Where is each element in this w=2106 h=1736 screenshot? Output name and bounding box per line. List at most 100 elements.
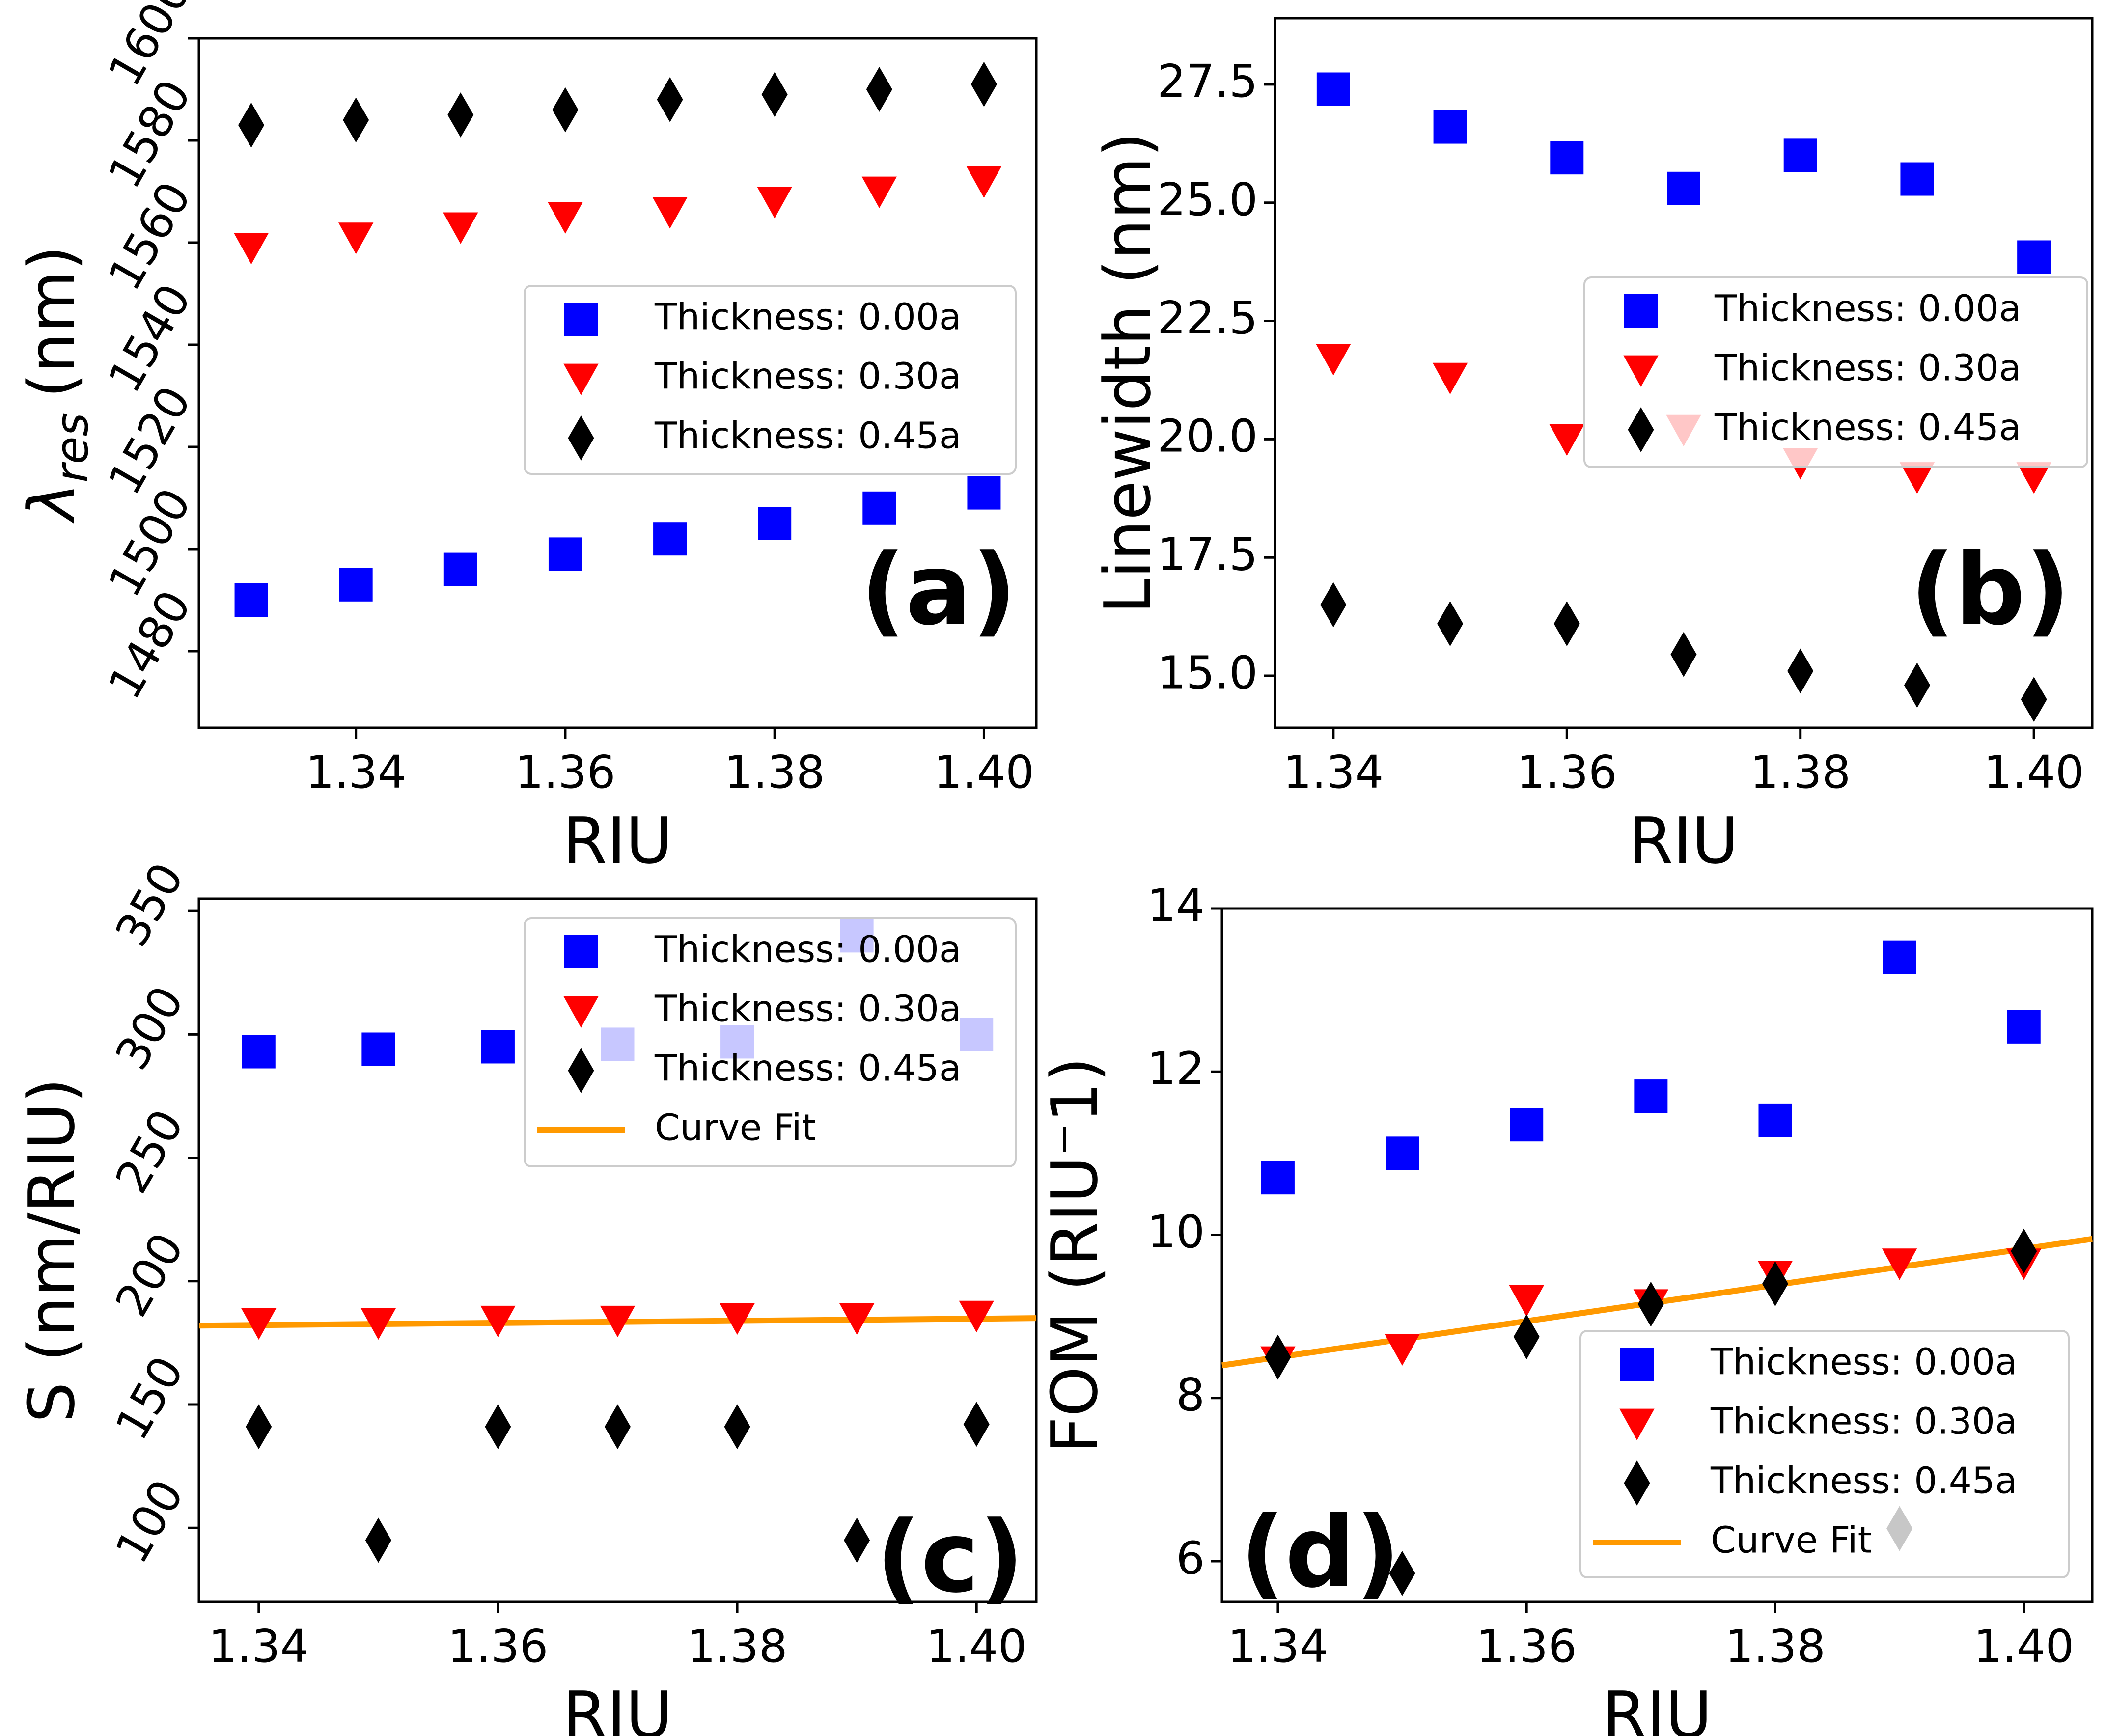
legend-label: Thickness: 0.00a — [654, 296, 961, 338]
data-point-s2 — [485, 1404, 511, 1450]
y-tick-label: 1480 — [98, 582, 201, 708]
data-point-s2 — [1437, 601, 1464, 646]
legend-swatch — [1624, 294, 1658, 328]
data-point-s0 — [1386, 1136, 1419, 1170]
legend-label: Thickness: 0.30a — [654, 356, 961, 398]
panel-label: (c) — [876, 1500, 1024, 1615]
legend-label: Thickness: 0.00a — [1714, 288, 2021, 330]
x-tick-label: 1.36 — [515, 746, 616, 799]
data-point-s0 — [1634, 1079, 1668, 1113]
panel-d: 1.34 1.36 1.38 1.40 6 8 10 12 14 RIU FOM (RIU⁻1) Th… — [1037, 879, 2094, 1736]
data-point-s1 — [959, 1300, 994, 1333]
data-point-s2 — [1637, 1281, 1664, 1327]
legend-box — [524, 917, 1017, 1167]
data-point-s0 — [1433, 110, 1467, 144]
data-point-s2 — [447, 92, 474, 138]
x-tick-label: 1.38 — [724, 746, 825, 799]
legend-swatch — [563, 363, 599, 395]
data-point-s1 — [233, 233, 269, 265]
data-point-s1 — [652, 197, 688, 229]
panel-a: 1.34 1.36 1.38 1.40 148015001520154015601580… — [14, 0, 1038, 878]
data-point-s0 — [653, 522, 687, 556]
x-axis-title: RIU — [563, 803, 673, 878]
data-point-s1 — [360, 1308, 396, 1340]
legend-label: Curve Fit — [1711, 1519, 1872, 1562]
legend-swatch — [1620, 1348, 1654, 1381]
legend-box — [1583, 276, 2088, 468]
data-point-s2 — [1670, 632, 1697, 677]
legend-label: Thickness: 0.00a — [1710, 1341, 2017, 1383]
data-point-s2 — [552, 87, 579, 133]
data-point-s2 — [246, 1404, 272, 1450]
legend-swatch — [564, 935, 598, 968]
data-point-s1 — [757, 187, 792, 219]
data-point-s0 — [2007, 1010, 2041, 1044]
data-point-s1 — [861, 176, 897, 208]
y-axis-title-unit: (nm) — [14, 246, 89, 398]
legend-box — [524, 285, 1017, 475]
x-tick-label: 1.38 — [1725, 1620, 1826, 1673]
data-point-s1 — [600, 1305, 636, 1338]
y-axis-title: Linewidth (nm) — [1090, 132, 1165, 614]
y-axis-title: λres (nm) — [14, 246, 98, 524]
data-point-s2 — [1320, 582, 1347, 628]
x-tick-label: 1.36 — [448, 1620, 549, 1673]
y-axis-title: S (nm/RIU) — [14, 1078, 89, 1423]
data-point-s1 — [1882, 1248, 1917, 1280]
data-point-s0 — [1510, 1108, 1544, 1142]
y-tick-label: 25.0 — [1157, 173, 1258, 226]
data-point-s0 — [1783, 138, 1817, 172]
data-point-s2 — [2021, 677, 2047, 722]
panel-label: (d) — [1240, 1495, 1400, 1610]
x-tick-label: 1.34 — [1283, 746, 1384, 799]
y-tick-label: 6 — [1176, 1532, 1205, 1584]
data-point-s2 — [1553, 601, 1580, 646]
data-point-s2 — [1389, 1550, 1415, 1596]
legend-swatch — [1623, 355, 1659, 387]
data-point-s0 — [1758, 1103, 1792, 1137]
data-point-s1 — [720, 1303, 755, 1335]
x-tick-label: 1.38 — [687, 1620, 788, 1673]
data-point-s2 — [365, 1517, 391, 1563]
data-point-s2 — [657, 77, 683, 122]
data-point-s0 — [1667, 171, 1700, 205]
data-point-s0 — [967, 476, 1001, 510]
y-axis-title-main: λ — [14, 483, 89, 524]
legend-swatch — [564, 303, 598, 336]
panel-c: 1.34 1.36 1.38 1.40 100 150 200 250 300 350 RIU S (… — [14, 854, 1038, 1736]
legend-label: Thickness: 0.30a — [654, 988, 961, 1030]
data-point-s2 — [1904, 662, 1930, 708]
legend-swatch — [568, 415, 594, 461]
y-tick-label: 15.0 — [1157, 646, 1258, 699]
data-point-s0 — [443, 552, 477, 586]
data-point-s0 — [234, 583, 268, 617]
y-axis-title-sub: res — [46, 413, 98, 483]
data-point-s0 — [339, 568, 373, 602]
legend-swatch — [1624, 1460, 1650, 1506]
y-tick-label: 12 — [1147, 1043, 1205, 1095]
y-tick-label: 200 — [105, 1224, 194, 1325]
data-point-s0 — [481, 1030, 515, 1064]
y-tick-label: 27.5 — [1157, 55, 1258, 108]
legend-swatch — [568, 1048, 594, 1093]
x-tick-label: 1.36 — [1517, 746, 1617, 799]
y-tick-label: 350 — [105, 854, 194, 955]
data-point-s0 — [242, 1035, 276, 1069]
x-axis-title: RIU — [1602, 1678, 1712, 1736]
data-point-s1 — [1509, 1285, 1544, 1317]
data-point-s2 — [1762, 1261, 1789, 1307]
x-tick-label: 1.40 — [1984, 746, 2084, 799]
legend-box — [1580, 1330, 2070, 1578]
y-tick-label: 250 — [105, 1101, 194, 1202]
plot-frame — [1274, 17, 2094, 729]
data-point-s1 — [2016, 462, 2051, 494]
plot-frame — [197, 897, 1038, 1603]
data-point-s1 — [548, 202, 583, 234]
data-point-s1 — [443, 212, 478, 244]
data-point-s0 — [1316, 72, 1350, 106]
data-point-s1 — [338, 222, 374, 254]
y-tick-label: 1500 — [98, 480, 201, 606]
legend-label: Thickness: 0.45a — [654, 1047, 961, 1090]
legend-swatch — [1628, 407, 1654, 452]
